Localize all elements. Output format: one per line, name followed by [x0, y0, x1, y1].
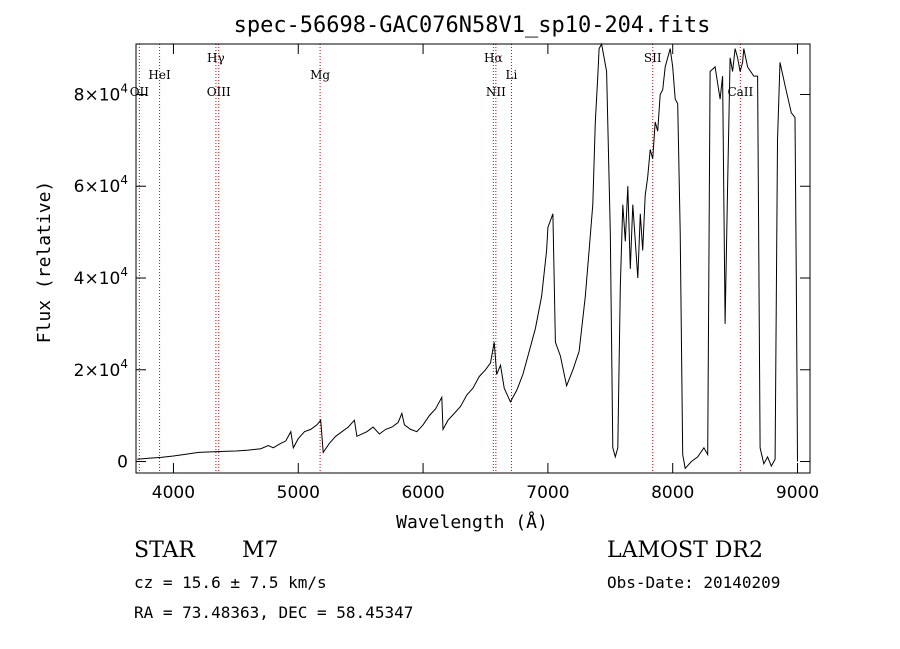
x-tick-label: 6000: [401, 483, 444, 503]
y-axis-label: Flux (relative): [34, 181, 55, 344]
x-tick-label: 8000: [651, 483, 694, 503]
object-subclass: M7: [242, 538, 279, 563]
line-marker-label: Hα: [484, 51, 503, 65]
x-axis-label: Wavelength (Å): [396, 511, 548, 533]
line-marker-label: OIII: [207, 85, 231, 99]
axis-ticks: 4000 5000 6000 7000 8000 9000 0 2×104 4×104 6×104…: [74, 44, 819, 503]
line-marker-label: CaII: [727, 85, 753, 99]
y-tick-label: 6×104: [74, 173, 128, 197]
line-marker-label: NII: [486, 85, 506, 99]
line-marker-label: OII: [130, 85, 150, 99]
observation-date: Obs-Date: 20140209: [607, 573, 781, 592]
plot-frame: [135, 43, 811, 474]
object-type: STAR: [134, 538, 195, 563]
y-tick-label: 0: [117, 453, 128, 473]
line-marker-label: Li: [506, 68, 518, 82]
x-tick-label: 7000: [526, 483, 569, 503]
line-marker-label: HeI: [148, 68, 171, 82]
x-tick-label: 9000: [776, 483, 819, 503]
ra-dec-coordinates: RA = 73.48363, DEC = 58.45347: [134, 603, 414, 622]
y-tick-label: 4×104: [74, 265, 128, 289]
line-marker-label: SII: [644, 51, 662, 65]
line-marker-label: Mg: [310, 68, 330, 82]
line-marker-label: Hγ: [207, 51, 225, 65]
survey-name: LAMOST DR2: [607, 538, 763, 563]
y-tick-label: 8×104: [74, 81, 128, 105]
y-tick-label: 2×104: [74, 357, 128, 381]
spectrum-line: [137, 42, 798, 470]
x-tick-label: 5000: [277, 483, 320, 503]
redshift-velocity: cz = 15.6 ± 7.5 km/s: [134, 573, 327, 592]
chart-title: spec-56698-GAC076N58V1_sp10-204.fits: [234, 13, 711, 38]
x-tick-label: 4000: [152, 483, 195, 503]
